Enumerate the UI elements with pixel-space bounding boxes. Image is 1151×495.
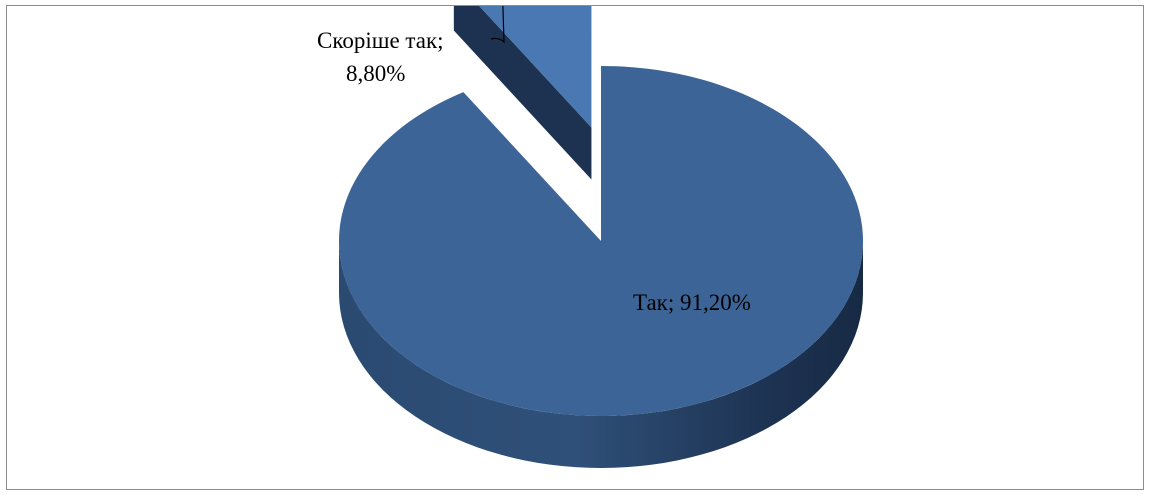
slice-skorishe-tak [453,6,592,180]
slice-top-face-skorishe-tak [479,6,592,128]
leader-line-path [490,6,505,44]
slice-top-tak [339,66,863,416]
data-label-skorishe-tak-line2: 8,80% [346,61,405,86]
slice-top-face-tak [339,66,863,416]
data-label-tak: Так; 91,20% [633,290,751,315]
leader-line [490,6,505,44]
slice-side-tak [339,241,863,468]
pie-chart: Скоріше так; 8,80% Так; 91,20% [317,6,863,468]
data-label-skorishe-tak-line1: Скоріше так; [317,28,444,53]
slice-cut-face-skorishe-tak [453,6,592,180]
chart-frame: Скоріше так; 8,80% Так; 91,20% [6,5,1144,490]
slice-side-wall-tak [339,241,863,468]
